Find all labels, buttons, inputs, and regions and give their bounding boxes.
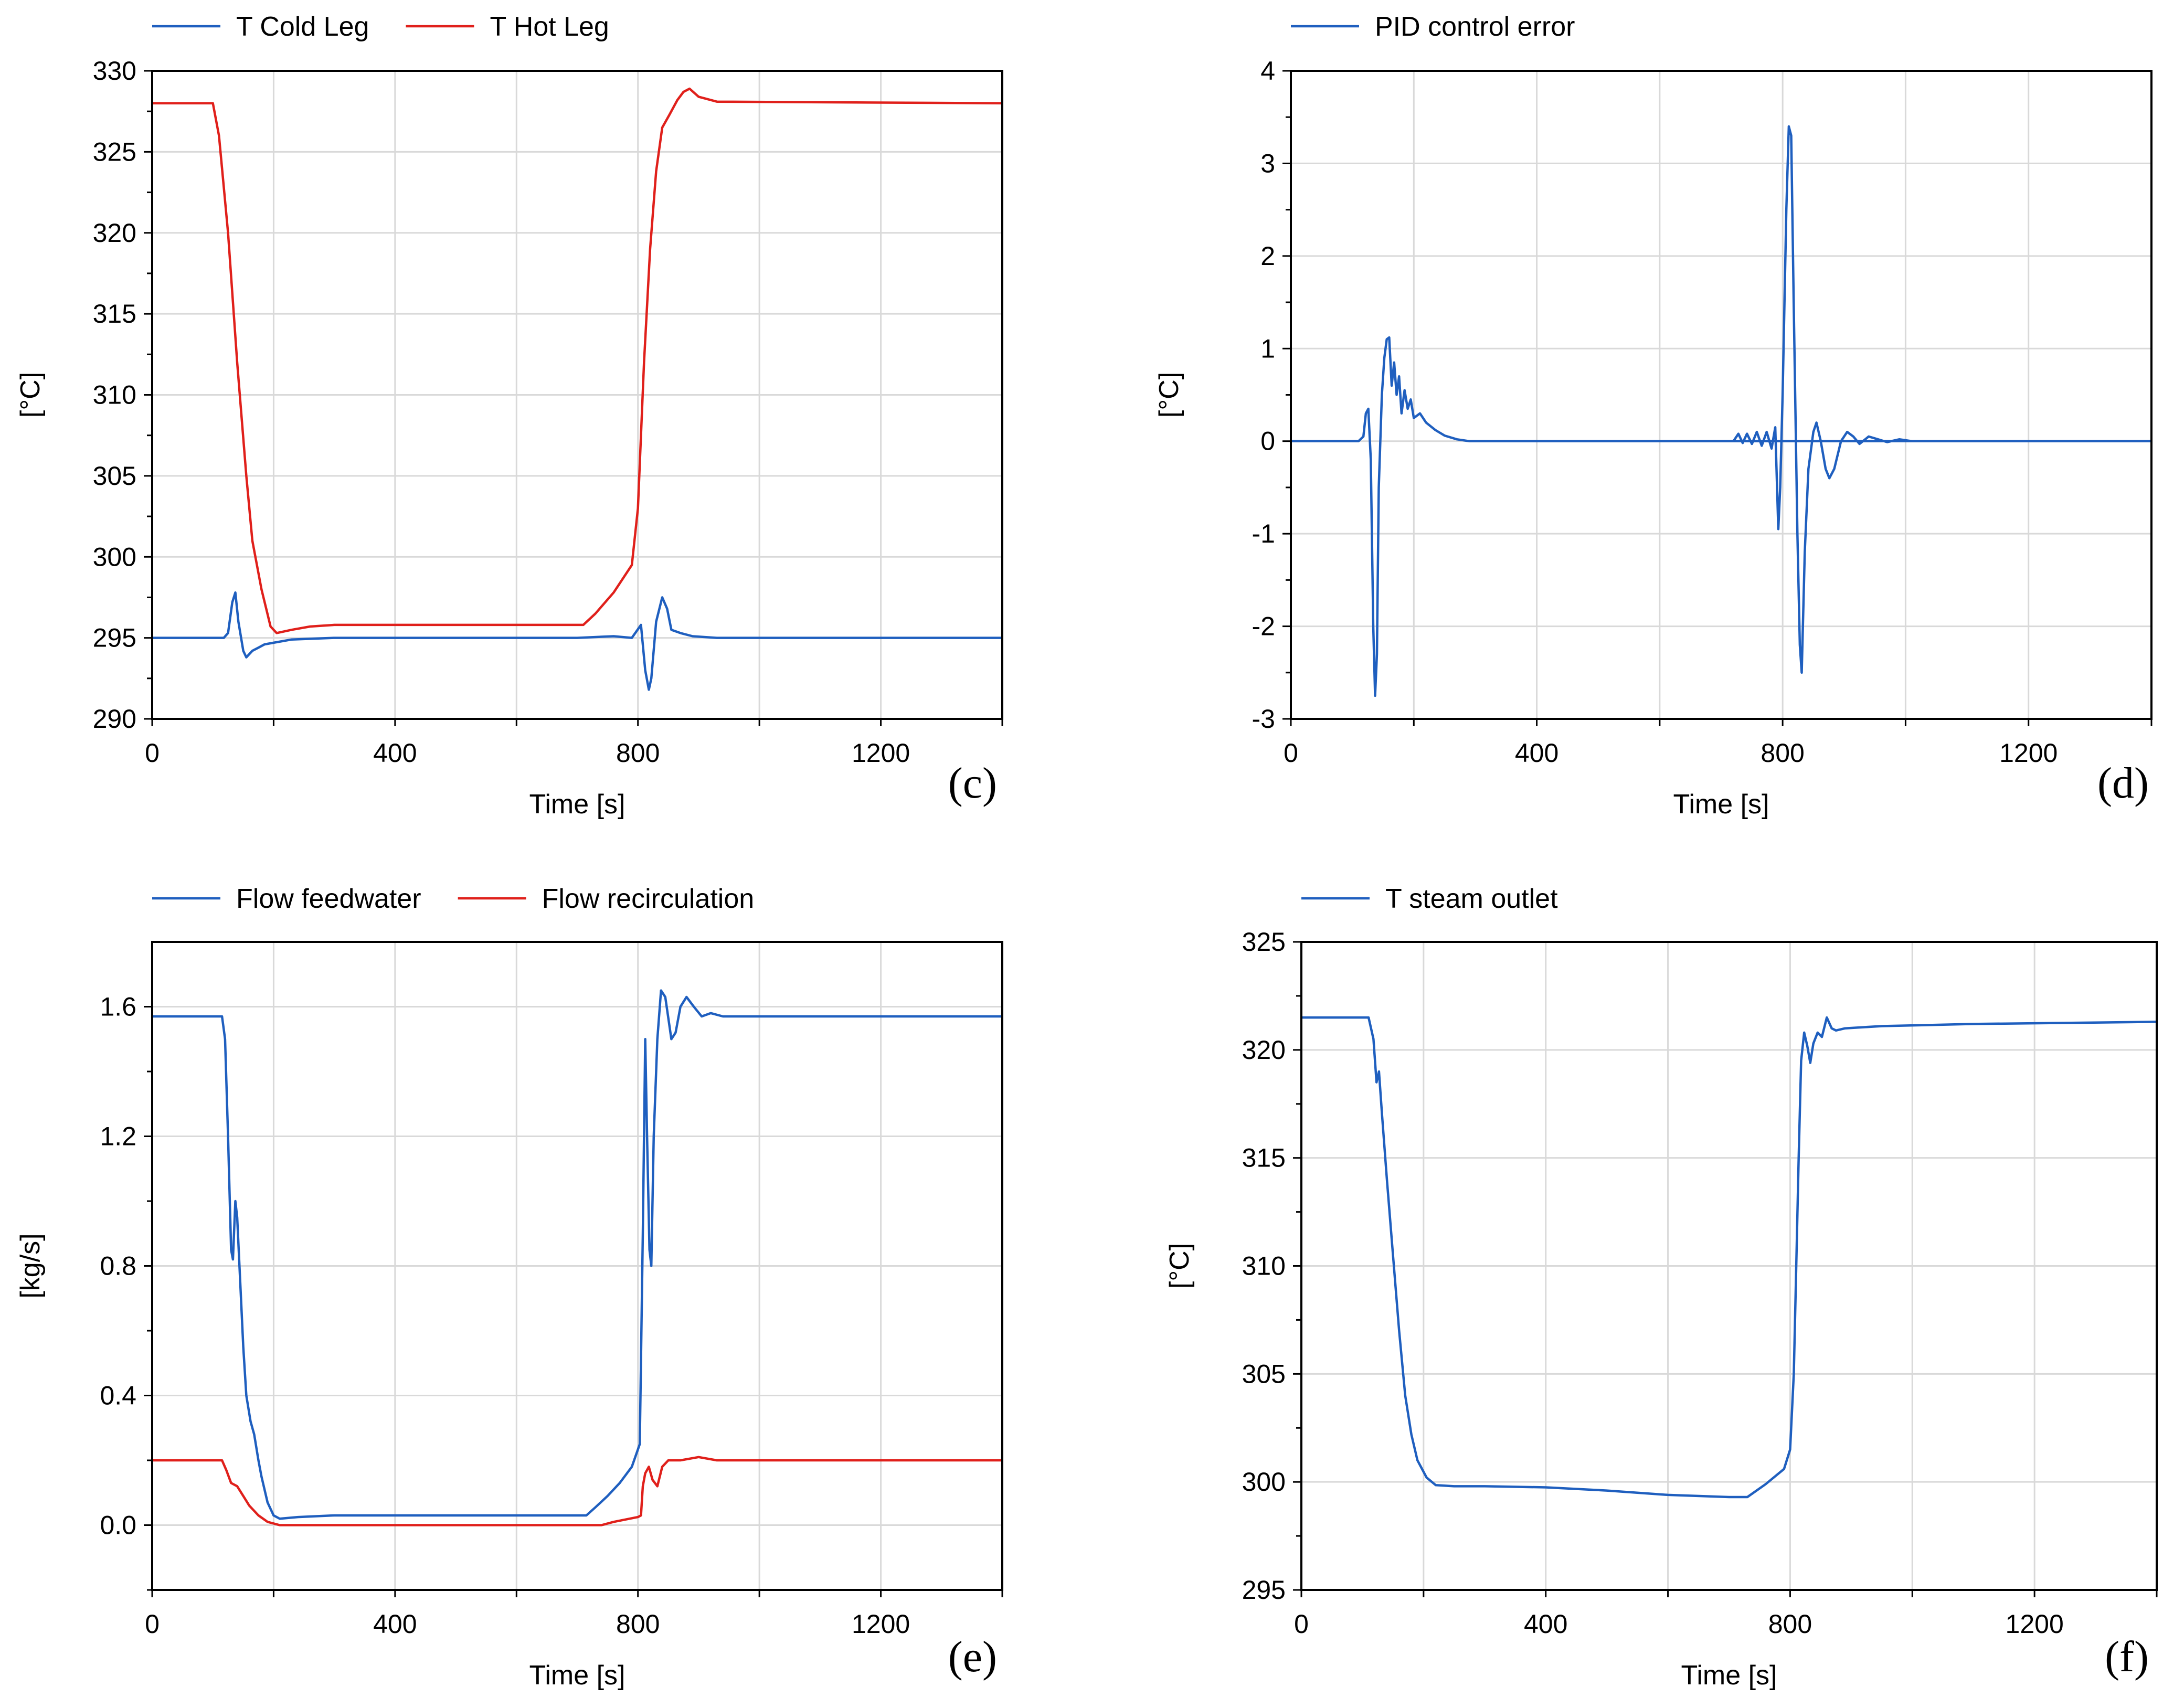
- y-tick-label: 0.8: [100, 1251, 136, 1281]
- y-tick-label: 325: [93, 137, 136, 166]
- legend-label: Flow recirculation: [542, 884, 755, 914]
- plot-frame: [1290, 70, 2153, 720]
- x-tick-label: 800: [1768, 1609, 1812, 1639]
- series-line-t-steam-outlet: [1301, 1016, 2157, 1499]
- y-tick-label: 300: [93, 542, 136, 571]
- y-tick-label: 295: [93, 623, 136, 653]
- y-tick-label: 3: [1260, 148, 1275, 178]
- x-tick-label: 400: [1515, 738, 1558, 768]
- x-tick-label: 400: [373, 1609, 417, 1639]
- y-tick-label: 305: [93, 461, 136, 491]
- y-tick-label: 290: [93, 704, 136, 734]
- panel-tag: (f): [2105, 1632, 2149, 1681]
- chart-c: 0 400 800 1200 290 295 300 305 310 315 320 325 330 Ti…: [15, 12, 1003, 820]
- y-tick-label: 310: [1242, 1251, 1286, 1281]
- legend-label: T steam outlet: [1385, 884, 1558, 914]
- x-tick-label: 1200: [852, 738, 910, 768]
- y-tick-label: 295: [1242, 1575, 1286, 1605]
- y-tick-label: 0.0: [100, 1511, 136, 1540]
- y-tick-label: -1: [1252, 519, 1275, 548]
- y-tick-label: 325: [1242, 927, 1286, 957]
- series-line-t-hot-leg: [152, 87, 1002, 634]
- y-tick-label: 315: [1242, 1143, 1286, 1173]
- y-tick-label: -2: [1252, 612, 1275, 641]
- y-tick-label: 1.6: [100, 992, 136, 1022]
- y-tick-label: 1: [1260, 334, 1275, 363]
- y-tick-label: -3: [1252, 704, 1275, 734]
- y-tick-label: 305: [1242, 1359, 1286, 1388]
- chart-e: 0 400 800 1200 0.0 0.4 0.8 1.2 1.6 Time [s] [kg/s]…: [15, 884, 1003, 1691]
- series-line-flow-feedwater: [152, 989, 1002, 1520]
- series-line-flow-recirculation: [152, 1456, 1002, 1526]
- chart-d: 0 400 800 1200 -3 -2 -1 0 1 2 3 4 Time [s] [°C] (d) PID…: [1154, 12, 2153, 820]
- x-tick-label: 800: [1761, 738, 1804, 768]
- x-tick-label: 800: [616, 738, 660, 768]
- y-axis-label: [kg/s]: [15, 1233, 46, 1298]
- x-axis-label: Time [s]: [529, 789, 625, 820]
- y-tick-label: 330: [93, 56, 136, 86]
- legend-label: PID control error: [1375, 12, 1575, 42]
- x-tick-label: 0: [1294, 1609, 1309, 1639]
- chart-f: 0 400 800 1200 295 300 305 310 315 320 325 Time [s]…: [1164, 884, 2158, 1691]
- y-tick-label: 2: [1260, 241, 1275, 271]
- panel-tag: (d): [2097, 759, 2149, 808]
- y-tick-label: 315: [93, 299, 136, 328]
- legend-label: Flow feedwater: [236, 884, 421, 914]
- x-axis-label: Time [s]: [1681, 1660, 1777, 1691]
- x-tick-label: 0: [145, 738, 160, 768]
- x-tick-label: 1200: [1999, 738, 2058, 768]
- y-axis-label: [°C]: [1164, 1243, 1195, 1289]
- y-axis-label: [°C]: [15, 372, 46, 418]
- x-tick-label: 400: [1524, 1609, 1567, 1639]
- x-tick-label: 1200: [852, 1609, 910, 1639]
- legend-label: T Cold Leg: [236, 12, 369, 42]
- x-tick-label: 0: [1284, 738, 1298, 768]
- y-tick-label: 320: [93, 218, 136, 248]
- panel-tag: (c): [948, 759, 997, 808]
- y-tick-label: 0: [1260, 427, 1275, 456]
- y-tick-label: 320: [1242, 1035, 1286, 1065]
- panel-tag: (e): [948, 1632, 997, 1681]
- legend-label: T Hot Leg: [490, 12, 609, 42]
- y-tick-label: 310: [93, 380, 136, 410]
- x-axis-label: Time [s]: [529, 1660, 625, 1691]
- x-tick-label: 0: [145, 1609, 160, 1639]
- series-line-pid-control-error: [1291, 336, 2151, 697]
- y-tick-label: 0.4: [100, 1381, 136, 1410]
- y-axis-label: [°C]: [1154, 372, 1184, 418]
- x-axis-label: Time [s]: [1673, 789, 1769, 820]
- x-tick-label: 800: [616, 1609, 660, 1639]
- series-line-t-cold-leg: [152, 591, 1002, 691]
- x-tick-label: 1200: [2006, 1609, 2064, 1639]
- series-line-pid-control-error-switch-back: [1732, 125, 2151, 674]
- y-tick-label: 300: [1242, 1467, 1286, 1497]
- x-tick-label: 400: [373, 738, 417, 768]
- y-tick-label: 4: [1260, 56, 1275, 86]
- y-tick-label: 1.2: [100, 1122, 136, 1151]
